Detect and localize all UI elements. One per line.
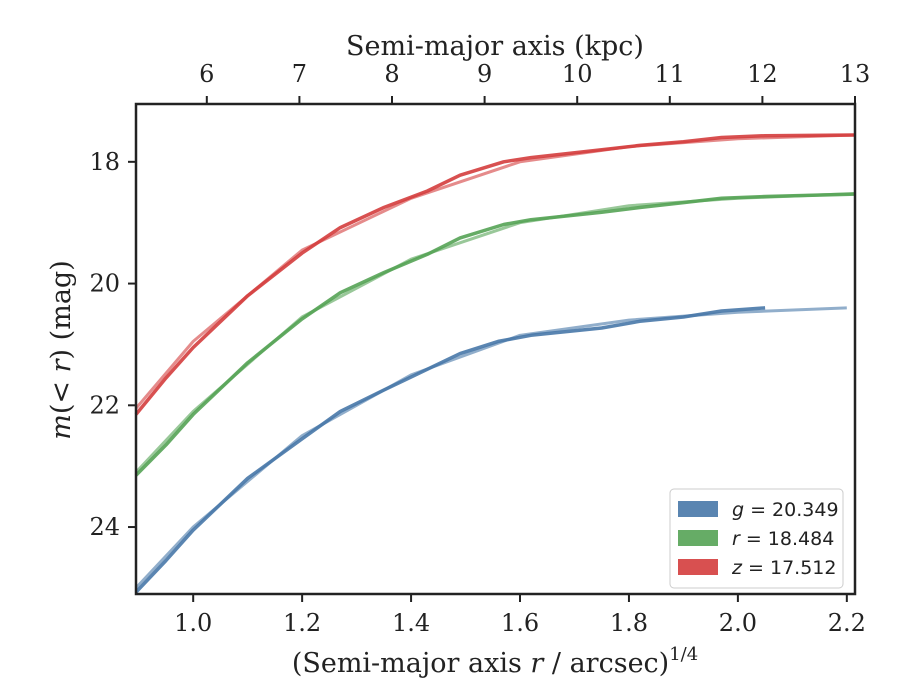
x-axis-title-variable: r	[530, 648, 545, 679]
plot-area	[134, 133, 856, 594]
top-x-tick-label: 10	[562, 60, 593, 88]
y-tick-label: 20	[89, 270, 120, 298]
legend: g = 20.349 r = 18.484 z = 17.512	[669, 488, 844, 589]
plot-frame	[134, 102, 857, 596]
top-x-tick-label: 12	[747, 60, 778, 88]
y-axis-title: m(< r) (mag)	[46, 260, 77, 439]
bottom-x-tick-label: 2.2	[828, 609, 866, 637]
series-r-data-line	[134, 192, 856, 477]
bottom-x-tick-label: 1.2	[283, 609, 321, 637]
series-r-model-line	[134, 192, 856, 474]
top-x-axis: 6 7 8 9 10 11 12 13	[199, 60, 870, 104]
x-axis-title-text: / arcsec)	[543, 648, 669, 679]
legend-label-g: g = 20.349	[732, 499, 839, 521]
y-axis: 18 20 22 24	[89, 148, 136, 541]
y-tick-label: 18	[89, 148, 120, 176]
series-z-model-line	[134, 133, 856, 410]
bottom-x-tick-label: 1.8	[610, 609, 648, 637]
y-axis-title-part: < r	[46, 357, 77, 403]
bottom-x-tick-label: 1.0	[174, 609, 212, 637]
bottom-x-tick-label: 1.6	[501, 609, 539, 637]
y-tick-label: 24	[89, 513, 120, 541]
x-axis-title-exponent: 1/4	[669, 644, 698, 665]
y-tick-label: 22	[89, 391, 120, 419]
legend-swatch-z	[678, 559, 718, 575]
legend-swatch-r	[678, 530, 718, 546]
series-z-data-line	[134, 133, 856, 416]
top-x-tick-label: 9	[477, 60, 492, 88]
top-x-tick-label: 6	[199, 60, 214, 88]
y-axis-title-part: (	[46, 404, 77, 415]
top-x-tick-label: 13	[840, 60, 871, 88]
series-g-data-line	[134, 306, 766, 594]
bottom-x-axis: 1.0 1.2 1.4 1.6 1.8 2.0 2.2	[174, 594, 866, 637]
top-x-tick-label: 7	[292, 60, 307, 88]
y-axis-title-part: ) (mag)	[46, 260, 77, 359]
bottom-x-tick-label: 1.4	[392, 609, 430, 637]
legend-label-r: r = 18.484	[732, 528, 834, 550]
top-x-tick-label: 8	[384, 60, 399, 88]
legend-label-z: z = 17.512	[731, 557, 836, 579]
top-x-tick-label: 11	[655, 60, 686, 88]
top-x-axis-title: Semi-major axis (kpc)	[346, 31, 644, 62]
bottom-x-axis-title: (Semi-major axis r / arcsec)1/4	[292, 644, 698, 679]
y-axis-title-part: m	[46, 414, 77, 440]
bottom-x-tick-label: 2.0	[719, 609, 757, 637]
x-axis-title-text: (Semi-major axis	[292, 648, 531, 679]
legend-swatch-g	[678, 501, 718, 517]
